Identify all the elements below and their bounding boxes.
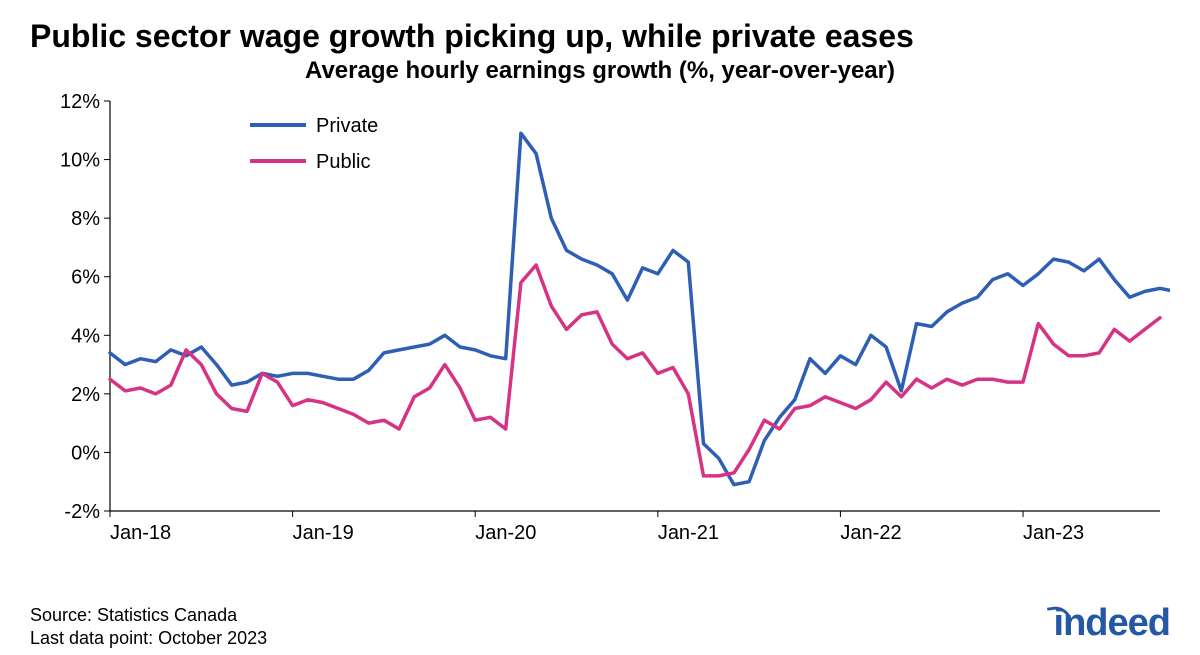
svg-text:Jan-22: Jan-22 [840,522,901,544]
svg-text:Jan-18: Jan-18 [110,522,171,544]
chart-subtitle: Average hourly earnings growth (%, year-… [30,57,1170,85]
svg-text:10%: 10% [60,150,100,172]
svg-text:12%: 12% [60,91,100,113]
svg-text:Jan-23: Jan-23 [1023,522,1084,544]
legend-label-public: Public [316,151,370,173]
svg-text:Jan-21: Jan-21 [658,522,719,544]
svg-text:8%: 8% [71,208,100,230]
svg-text:6%: 6% [71,267,100,289]
svg-text:Jan-19: Jan-19 [293,522,354,544]
line-chart-svg: -2% 0% 2% 4% 6% 8% 10% 12% Jan-18 Jan-19 Jan-20 Jan… [30,91,1170,561]
legend-label-private: Private [316,115,378,137]
svg-text:0%: 0% [71,442,100,464]
svg-text:-2%: -2% [64,501,100,523]
chart-title: Public sector wage growth picking up, wh… [30,18,1170,55]
chart-container: Public sector wage growth picking up, wh… [0,0,1200,655]
chart-footer: Source: Statistics Canada Last data poin… [30,604,267,649]
source-line: Source: Statistics Canada [30,604,267,627]
indeed-logo: indeed [1054,602,1170,645]
chart-plot-area: -2% 0% 2% 4% 6% 8% 10% 12% Jan-18 Jan-19 Jan-20 Jan… [30,91,1170,561]
svg-text:2%: 2% [71,384,100,406]
series-public [110,265,1160,476]
svg-text:Jan-20: Jan-20 [475,522,536,544]
last-data-point-line: Last data point: October 2023 [30,627,267,650]
svg-text:4%: 4% [71,325,100,347]
series-private [110,133,1170,484]
